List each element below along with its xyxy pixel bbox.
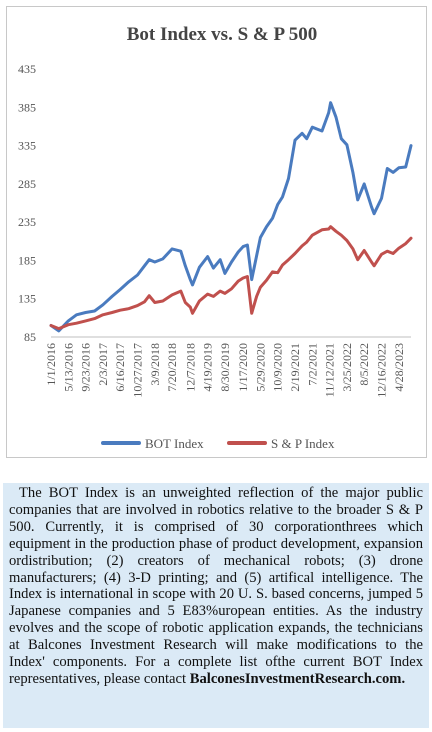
y-tick-label: 335 bbox=[18, 139, 36, 153]
legend-label: S & P Index bbox=[271, 436, 335, 451]
caption-paragraph: The BOT Index is an unweighted reflectio… bbox=[9, 485, 423, 688]
y-tick-label: 135 bbox=[18, 292, 36, 306]
y-tick-label: 85 bbox=[24, 330, 36, 344]
caption-body: The BOT Index is an unweighted reflectio… bbox=[9, 485, 423, 687]
series-line bbox=[49, 225, 413, 331]
plot-lines bbox=[49, 101, 413, 333]
x-tick-label: 10/9/2020 bbox=[271, 343, 285, 392]
x-tick-label: 10/27/2017 bbox=[130, 343, 144, 398]
chart-title: Bot Index vs. S & P 500 bbox=[127, 24, 318, 45]
legend-label: BOT Index bbox=[145, 436, 204, 451]
x-tick-label: 5/29/2020 bbox=[253, 343, 267, 392]
series-line bbox=[49, 101, 413, 333]
x-tick-label: 3/9/2018 bbox=[148, 343, 162, 386]
x-tick-label: 7/20/2018 bbox=[165, 343, 179, 392]
legend: BOT Index S & P Index bbox=[101, 436, 335, 451]
x-tick-label: 1/17/2020 bbox=[236, 343, 250, 392]
x-tick-label: 4/19/2019 bbox=[201, 343, 215, 392]
y-tick-label: 435 bbox=[18, 62, 36, 76]
y-tick-label: 185 bbox=[18, 253, 36, 267]
caption-box: The BOT Index is an unweighted reflectio… bbox=[3, 483, 429, 728]
x-tick-label: 1/1/2016 bbox=[44, 343, 58, 386]
x-tick-label: 12/16/2022 bbox=[374, 343, 388, 398]
x-axis: 1/1/2016 5/13/2016 9/23/2016 2/3/2017 6/16/2… bbox=[44, 336, 411, 398]
x-tick-label: 11/12/2021 bbox=[323, 343, 337, 397]
y-tick-label: 285 bbox=[18, 177, 36, 191]
chart-svg: Bot Index vs. S & P 500 85 135 185 235 285 33… bbox=[18, 24, 413, 451]
x-tick-label: 3/25/2022 bbox=[340, 343, 354, 392]
x-tick-label: 5/13/2016 bbox=[61, 343, 75, 392]
y-axis: 85 135 185 235 285 335 385 435 bbox=[18, 62, 36, 344]
caption-website-link[interactable]: BalconesInvestmentResearch.com. bbox=[189, 670, 406, 687]
y-tick-label: 385 bbox=[18, 100, 36, 114]
x-tick-label: 12/7/2018 bbox=[183, 343, 197, 392]
x-tick-label: 6/16/2017 bbox=[113, 343, 127, 392]
x-tick-label: 2/19/2021 bbox=[288, 343, 302, 392]
y-tick-label: 235 bbox=[18, 215, 36, 229]
x-tick-label: 8/30/2019 bbox=[218, 343, 232, 392]
x-tick-label: 7/2/2021 bbox=[305, 343, 319, 386]
x-tick-label: 2/3/2017 bbox=[96, 343, 110, 386]
x-tick-label: 8/5/2022 bbox=[357, 343, 371, 386]
chart-figure: Bot Index vs. S & P 500 85 135 185 235 285 33… bbox=[6, 6, 427, 458]
x-tick-label: 9/23/2016 bbox=[79, 343, 93, 392]
x-tick-label: 4/28/2023 bbox=[392, 343, 406, 392]
